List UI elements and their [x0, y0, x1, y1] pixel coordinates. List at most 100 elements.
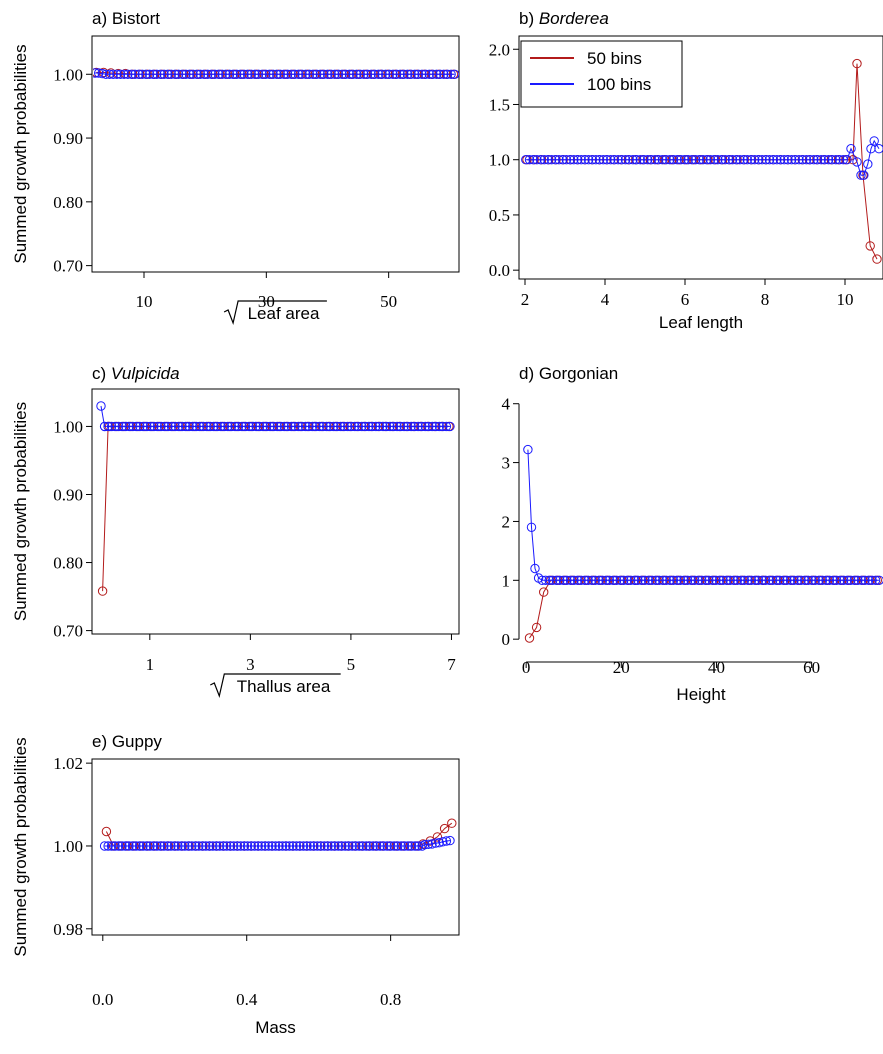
data-point: [222, 841, 232, 851]
data-point: [821, 575, 831, 585]
data-point: [159, 421, 170, 432]
data-point: [162, 841, 173, 851]
data-point: [188, 69, 198, 80]
data-point: [842, 575, 852, 585]
data-point: [121, 421, 131, 432]
data-point: [640, 575, 650, 585]
data-point: [738, 155, 749, 165]
data-point: [239, 69, 249, 80]
data-point: [159, 69, 169, 80]
data-point: [665, 155, 675, 165]
data-point: [789, 575, 799, 585]
data-point: [668, 575, 679, 585]
x-tick-label: 60: [803, 658, 820, 677]
y-tick-label: 0.5: [489, 206, 510, 225]
data-point: [810, 575, 820, 585]
data-point: [319, 841, 330, 851]
data-point: [735, 155, 745, 165]
data-point: [753, 155, 764, 165]
data-point: [775, 155, 786, 165]
data-point: [657, 155, 668, 165]
data-point: [134, 69, 144, 80]
data-point: [228, 69, 238, 80]
data-point: [779, 155, 789, 165]
data-point: [251, 421, 261, 432]
data-point: [750, 575, 760, 585]
data-point: [372, 841, 382, 851]
plot-frame: [518, 35, 883, 280]
data-point: [99, 841, 110, 851]
data-point: [127, 841, 138, 851]
data-point: [565, 155, 575, 165]
data-point: [177, 69, 187, 80]
data-point: [138, 841, 148, 851]
data-point: [316, 841, 326, 851]
data-point: [424, 421, 434, 432]
data-point: [438, 421, 448, 432]
data-point: [392, 421, 402, 432]
data-point: [357, 421, 367, 432]
data-point: [377, 69, 387, 80]
data-point: [849, 575, 860, 585]
y-tick-label: 3: [502, 454, 511, 473]
data-point: [410, 69, 420, 80]
data-point: [232, 69, 242, 80]
data-point: [713, 155, 723, 165]
data-point: [700, 575, 710, 585]
data-point: [135, 421, 145, 432]
legend: 50 bins 100 bins: [520, 40, 683, 108]
series-100-bins: [93, 68, 459, 80]
data-point: [230, 421, 240, 432]
data-point: [705, 155, 716, 165]
data-point: [856, 170, 866, 180]
x-axis-label: Mass: [255, 1018, 296, 1037]
data-point: [611, 575, 622, 585]
data-point: [540, 575, 551, 585]
x-tick-label: 5: [347, 655, 356, 674]
series-100-bins: [521, 136, 883, 180]
data-point: [683, 155, 693, 165]
data-point: [384, 69, 394, 80]
data-point: [137, 69, 148, 80]
data-point: [760, 575, 771, 585]
x-tick-label: 1: [146, 655, 155, 674]
data-point: [430, 838, 441, 848]
data-point: [867, 575, 877, 585]
data-point: [687, 155, 697, 165]
data-point: [539, 587, 549, 597]
data-point: [399, 421, 409, 432]
data-point: [145, 841, 155, 851]
data-point: [846, 144, 856, 154]
data-point: [528, 155, 538, 165]
data-point: [402, 69, 413, 80]
data-point: [346, 421, 356, 432]
legend-label: 100 bins: [587, 75, 651, 94]
data-point: [326, 69, 336, 80]
data-point: [445, 421, 455, 432]
data-point: [279, 421, 289, 432]
data-point: [301, 69, 311, 80]
data-point: [293, 421, 304, 432]
data-point: [523, 444, 533, 455]
data-point: [427, 839, 437, 849]
series-line: [100, 405, 450, 427]
data-point: [325, 421, 335, 432]
data-point: [246, 69, 257, 80]
data-point: [337, 69, 347, 80]
data-point: [714, 575, 725, 585]
data-point: [771, 575, 781, 585]
data-point: [298, 841, 309, 851]
data-point: [424, 69, 434, 80]
data-point: [337, 841, 347, 851]
data-point: [809, 155, 819, 165]
data-point: [368, 841, 378, 851]
data-point: [262, 421, 272, 432]
y-axis-label: Summed growth probabilities: [11, 402, 30, 621]
data-point: [831, 155, 841, 165]
data-point: [823, 155, 834, 165]
data-point: [526, 522, 537, 532]
data-point: [152, 69, 162, 80]
data-point: [93, 68, 100, 78]
x-axis-label: Thallus area: [237, 677, 331, 696]
